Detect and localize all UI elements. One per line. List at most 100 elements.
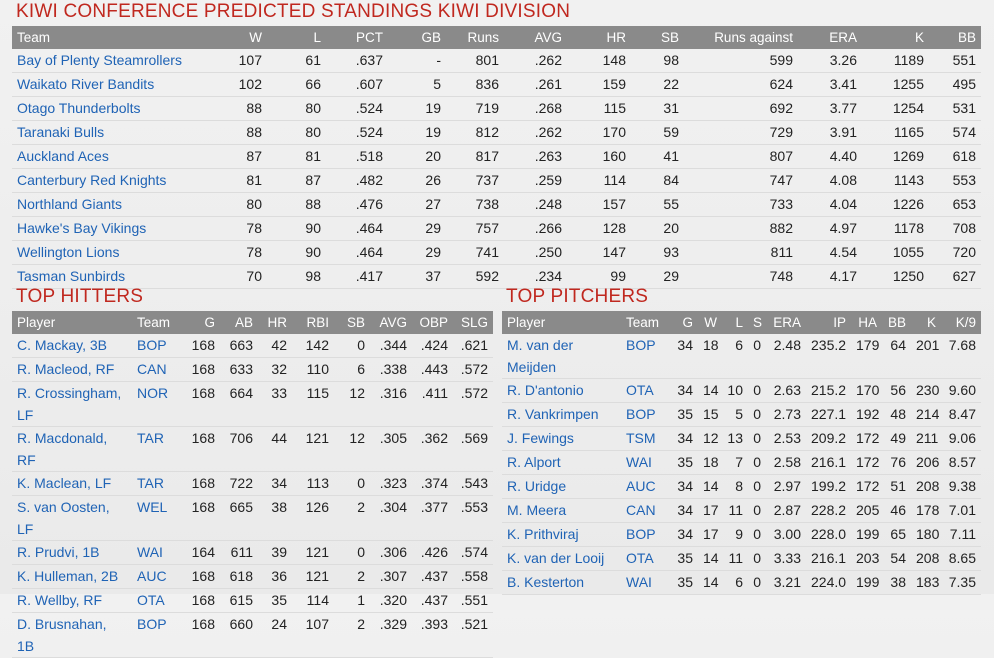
col-header-sb[interactable]: SB	[346, 315, 365, 330]
col-header-team[interactable]: Team	[17, 30, 51, 45]
team-link[interactable]: Hawke's Bay Vikings	[17, 220, 147, 236]
team-link[interactable]: Otago Thunderbolts	[17, 100, 141, 116]
col-header-w[interactable]: W	[249, 30, 262, 45]
col-header-k[interactable]: K	[914, 30, 924, 45]
col-header-bb[interactable]: BB	[957, 30, 976, 45]
player-link[interactable]: K. Hulleman, 2B	[17, 568, 119, 584]
col-header-ip[interactable]: IP	[833, 315, 846, 330]
player-link[interactable]: J. Fewings	[507, 430, 574, 446]
col-header-k[interactable]: K	[926, 315, 936, 330]
player-link[interactable]: M. van der Meijden	[507, 337, 574, 375]
table-row: C. Mackay, 3B BOP 168 663 42 142 0.344.424.621	[12, 334, 493, 358]
col-header-team[interactable]: Team	[137, 315, 171, 330]
player-link[interactable]: C. Mackay, 3B	[17, 337, 107, 353]
team-link[interactable]: WAI	[137, 544, 163, 560]
col-header-g[interactable]: G	[682, 315, 693, 330]
team-link[interactable]: OTA	[626, 382, 654, 398]
cell-bb: 720	[929, 240, 981, 265]
col-header-era[interactable]: ERA	[773, 315, 801, 330]
col-header-era[interactable]: ERA	[829, 30, 857, 45]
team-link[interactable]: WAI	[626, 454, 652, 470]
col-header-bb[interactable]: BB	[887, 315, 906, 330]
team-link[interactable]: Canterbury Red Knights	[17, 172, 167, 188]
team-link[interactable]: NOR	[137, 385, 169, 401]
team-link[interactable]: Bay of Plenty Steamrollers	[17, 52, 182, 68]
col-header-obp[interactable]: OBP	[419, 315, 448, 330]
col-header-team[interactable]: Team	[626, 315, 660, 330]
team-link[interactable]: TSM	[626, 430, 656, 446]
player-link[interactable]: R. Wellby, RF	[17, 592, 103, 608]
player-link[interactable]: R. Crossingham, LF	[17, 385, 122, 423]
table-row: K. Maclean, LF TAR 168 722 34 113 0.323.374.54…	[12, 471, 493, 496]
team-link[interactable]: BOP	[626, 406, 656, 422]
player-link[interactable]: R. Macleod, RF	[17, 361, 115, 377]
col-header-pct[interactable]: PCT	[356, 30, 383, 45]
cell-rbi: 126	[292, 495, 334, 541]
team-link[interactable]: Auckland Aces	[17, 148, 109, 164]
team-link[interactable]: OTA	[137, 592, 165, 608]
col-header-ha[interactable]: HA	[858, 315, 877, 330]
player-link[interactable]: K. Maclean, LF	[17, 475, 112, 491]
cell-l: 61	[267, 49, 326, 73]
col-header-l[interactable]: L	[735, 315, 743, 330]
col-header-s[interactable]: S	[753, 315, 763, 330]
team-link[interactable]: Waikato River Bandits	[17, 76, 155, 92]
player-link[interactable]: R. Macdonald, RF	[17, 430, 108, 468]
cell-w: 17	[698, 498, 722, 523]
team-link[interactable]: CAN	[626, 502, 656, 518]
col-header-avg[interactable]: AVG	[534, 30, 562, 45]
team-link[interactable]: Taranaki Bulls	[17, 124, 105, 140]
team-link[interactable]: Northland Giants	[17, 196, 123, 212]
team-link[interactable]: BOP	[137, 616, 167, 632]
player-link[interactable]: R. Alport	[507, 454, 561, 470]
col-header-ab[interactable]: AB	[234, 315, 253, 330]
col-header-sb[interactable]: SB	[660, 30, 679, 45]
team-link[interactable]: TAR	[137, 430, 164, 446]
team-link[interactable]: AUC	[137, 568, 167, 584]
team-link[interactable]: AUC	[626, 478, 656, 494]
col-header-player[interactable]: Player	[507, 315, 546, 330]
col-header-slg[interactable]: SLG	[460, 315, 488, 330]
col-header-runs-against[interactable]: Runs against	[714, 30, 793, 45]
cell-era: 3.21	[766, 570, 806, 595]
cell-g: 34	[669, 426, 698, 451]
cell-obp: .393	[412, 612, 453, 658]
col-header-avg[interactable]: AVG	[379, 315, 407, 330]
team-link[interactable]: Tasman Sunbirds	[17, 268, 126, 284]
team-link[interactable]: WAI	[626, 574, 652, 590]
col-header-l[interactable]: L	[313, 30, 321, 45]
team-link[interactable]: BOP	[626, 337, 656, 353]
team-link[interactable]: OTA	[626, 550, 654, 566]
player-link[interactable]: K. Prithviraj	[507, 526, 579, 542]
col-header-player[interactable]: Player	[17, 315, 56, 330]
player-link[interactable]: S. van Oosten, LF	[17, 499, 110, 537]
team-link[interactable]: BOP	[137, 337, 167, 353]
team-link[interactable]: CAN	[137, 361, 167, 377]
player-link[interactable]: B. Kesterton	[507, 574, 585, 590]
col-header-rbi[interactable]: RBI	[306, 315, 329, 330]
col-header-hr[interactable]: HR	[606, 30, 627, 45]
player-link[interactable]: R. Uridge	[507, 478, 567, 494]
player-link[interactable]: D. Brusnahan, 1B	[17, 616, 107, 654]
team-link[interactable]: Wellington Lions	[17, 244, 120, 260]
standings-header-row: Team W L PCT GB Runs AVG HR SB Runs against ERA K BB	[12, 26, 981, 49]
player-link[interactable]: M. Meera	[507, 502, 567, 518]
col-header-w[interactable]: W	[704, 315, 717, 330]
col-header-hr[interactable]: HR	[267, 315, 288, 330]
player-link[interactable]: R. Vankrimpen	[507, 406, 599, 422]
col-header-runs[interactable]: Runs	[467, 30, 499, 45]
player-link[interactable]: R. D'antonio	[507, 382, 584, 398]
team-link[interactable]: BOP	[626, 526, 656, 542]
team-link[interactable]: WEL	[137, 499, 168, 515]
col-header-g[interactable]: G	[204, 315, 215, 330]
team-link[interactable]: TAR	[137, 475, 164, 491]
cell-w: 14	[698, 474, 722, 499]
cell-w: 14	[698, 570, 722, 595]
player-link[interactable]: R. Prudvi, 1B	[17, 544, 100, 560]
col-header-k-per-9[interactable]: K/9	[955, 315, 976, 330]
col-header-gb[interactable]: GB	[421, 30, 441, 45]
cell-avg: .316	[370, 381, 412, 427]
player-link-cell: R. Alport	[502, 450, 621, 475]
team-link-cell: BOP	[621, 522, 669, 547]
player-link[interactable]: K. van der Looij	[507, 550, 605, 566]
